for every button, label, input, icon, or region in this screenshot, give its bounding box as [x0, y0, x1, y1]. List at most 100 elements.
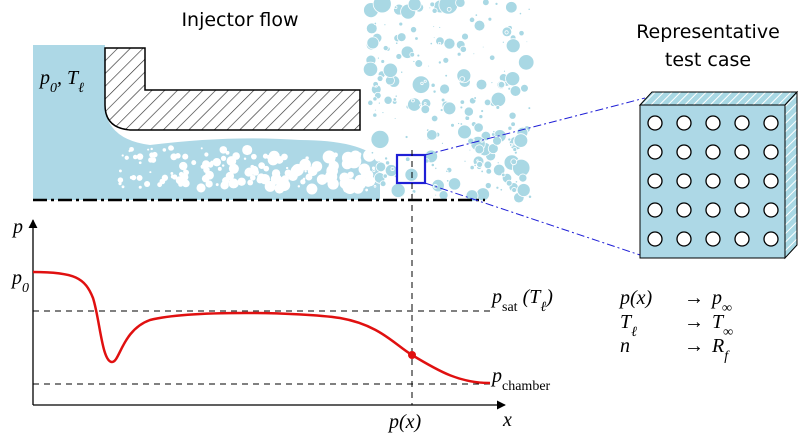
subscript: ℓ — [78, 81, 84, 96]
droplet — [373, 113, 377, 117]
droplet — [484, 99, 491, 106]
pchamber-label: pchamber — [490, 365, 551, 394]
droplet — [479, 115, 483, 119]
math-text: p — [710, 287, 722, 309]
hole — [735, 145, 749, 159]
bubble — [179, 162, 187, 170]
droplet — [460, 46, 466, 52]
droplet — [513, 147, 517, 151]
mapping-left: n — [620, 335, 630, 357]
bubble — [299, 159, 311, 171]
hole — [706, 116, 720, 130]
bubble — [182, 154, 188, 160]
bubble — [129, 147, 134, 152]
droplet — [435, 167, 437, 169]
bubble — [220, 146, 228, 154]
spray — [363, 0, 534, 203]
droplet — [373, 170, 375, 172]
bubble — [272, 169, 280, 177]
droplet — [473, 53, 475, 55]
droplet — [464, 107, 473, 116]
droplet — [476, 79, 487, 90]
droplet — [497, 162, 499, 164]
psat-label: psat (Tℓ) — [490, 286, 553, 315]
title-right: Representative — [636, 21, 780, 43]
title-left: Injector flow — [181, 9, 298, 31]
bubble — [148, 157, 153, 162]
droplet — [435, 194, 437, 196]
droplet — [378, 102, 380, 104]
bubble — [285, 155, 288, 158]
hole — [764, 174, 778, 188]
droplet — [495, 2, 498, 5]
droplet — [486, 168, 492, 174]
droplet — [410, 27, 416, 33]
droplet — [371, 151, 374, 154]
droplet — [482, 46, 484, 48]
bubble — [300, 179, 305, 184]
bubble — [312, 161, 323, 172]
title-right: test case — [665, 49, 751, 71]
p0-label: p0 — [10, 267, 29, 296]
bubble — [205, 180, 212, 187]
droplet — [444, 38, 455, 49]
bubble — [222, 164, 224, 166]
droplet — [376, 162, 386, 172]
bubble — [130, 176, 133, 179]
bubble — [216, 183, 219, 186]
math-text: p — [11, 216, 23, 238]
cube-side — [785, 92, 797, 258]
bubble — [201, 165, 205, 169]
hole — [677, 203, 691, 217]
droplet — [374, 109, 376, 111]
hole — [648, 145, 662, 159]
hole — [764, 203, 778, 217]
math-text: (T — [518, 286, 543, 308]
bubble — [139, 186, 142, 189]
bubble — [163, 148, 167, 152]
bubble — [266, 155, 270, 159]
droplet — [469, 17, 474, 22]
droplet — [373, 97, 377, 101]
droplet — [488, 17, 492, 21]
bubble — [306, 183, 317, 194]
droplet — [413, 60, 415, 62]
droplet — [408, 0, 421, 11]
hole — [764, 232, 778, 246]
subscript: 0 — [50, 81, 57, 96]
droplet — [511, 159, 517, 165]
droplet — [457, 52, 461, 56]
bubble — [160, 179, 166, 185]
math-text: p(x) — [387, 411, 422, 433]
math-text: R — [711, 335, 724, 357]
bubble — [150, 148, 152, 150]
math-text: n — [620, 335, 630, 357]
droplet — [363, 62, 377, 76]
mapping-arrow: → — [684, 335, 704, 357]
droplet — [474, 97, 477, 100]
bubble — [210, 161, 214, 165]
droplet — [385, 161, 389, 165]
mapping-arrow: → — [684, 287, 704, 309]
droplet — [447, 7, 451, 11]
bubble — [122, 185, 125, 188]
droplet — [371, 130, 389, 148]
droplet — [441, 142, 443, 144]
hole — [735, 232, 749, 246]
hole — [677, 116, 691, 130]
droplet — [462, 33, 469, 40]
bubble — [247, 180, 253, 186]
droplet — [469, 149, 471, 151]
subscript: ℓ — [631, 325, 637, 340]
droplet — [383, 45, 388, 50]
droplet — [417, 54, 420, 57]
droplet — [481, 110, 484, 113]
droplet — [438, 61, 441, 64]
mapping-left: p(x) — [618, 287, 653, 309]
hole — [706, 145, 720, 159]
bubble — [252, 169, 259, 176]
droplet — [433, 37, 435, 39]
droplet — [528, 8, 530, 10]
droplet — [477, 161, 483, 167]
droplet — [493, 130, 495, 132]
